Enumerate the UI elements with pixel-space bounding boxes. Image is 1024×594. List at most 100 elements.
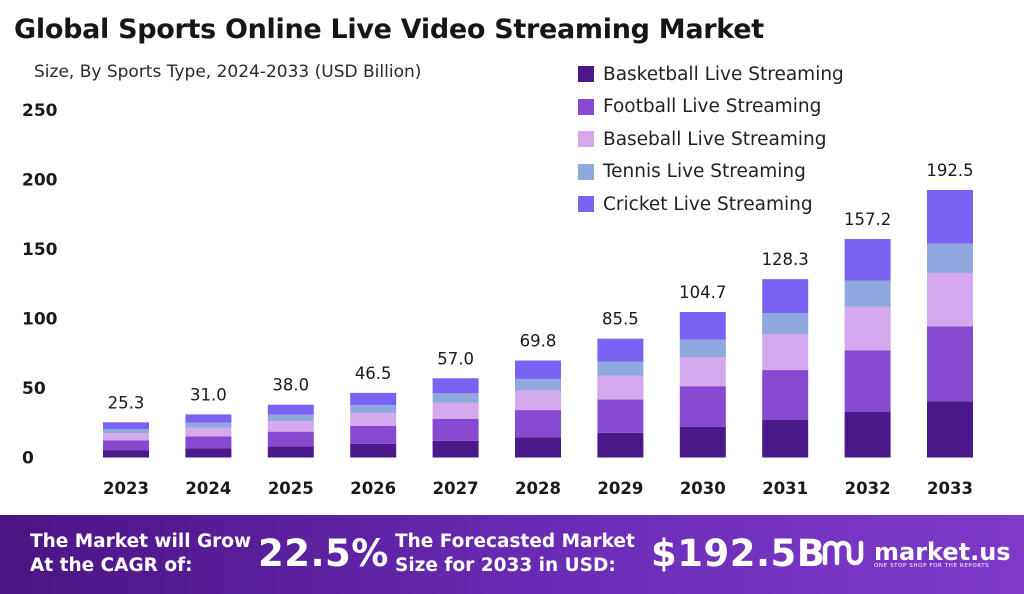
market-us-logo-name: market.us <box>874 538 1011 566</box>
legend-label-football: Football Live Streaming <box>603 96 822 118</box>
chart-subtitle: Size, By Sports Type, 2024-2033 (USD Bil… <box>34 62 422 82</box>
bar-tennis-live-streaming-2027 <box>432 393 479 403</box>
bar-cricket-live-streaming-2023 <box>103 422 149 430</box>
bar-cricket-live-streaming-2024 <box>185 414 232 423</box>
bar-baseball-live-streaming-2024 <box>185 427 232 437</box>
bar-football-live-streaming-2032 <box>844 350 891 412</box>
y-tick-label-250: 250 <box>22 101 58 121</box>
total-label-2032: 157.2 <box>844 210 891 229</box>
x-tick-label-2029: 2029 <box>597 479 643 498</box>
bar-football-live-streaming-2030 <box>679 386 726 427</box>
bar-basketball-live-streaming-2026 <box>350 443 397 458</box>
bar-baseball-live-streaming-2027 <box>432 402 479 419</box>
bar-cricket-live-streaming-2033 <box>927 189 973 244</box>
bar-basketball-live-streaming-2027 <box>432 440 479 458</box>
market-us-logo-tagline: ONE STOP SHOP FOR THE REPORTS <box>874 563 990 569</box>
x-tick-label-2033: 2033 <box>927 479 973 498</box>
bar-basketball-live-streaming-2028 <box>515 437 561 458</box>
bar-basketball-live-streaming-2033 <box>927 401 973 458</box>
legend-swatch-tennis <box>578 163 594 180</box>
y-tick-label-0: 0 <box>22 449 34 469</box>
total-label-2033: 192.5 <box>926 161 973 180</box>
legend-label-cricket: Cricket Live Streaming <box>603 193 813 215</box>
x-tick-label-2032: 2032 <box>845 479 891 498</box>
total-label-2024: 31.0 <box>190 385 227 404</box>
forecast-caption: The Forecasted Market Size for 2033 in U… <box>395 530 635 578</box>
x-tick-label-2031: 2031 <box>762 479 808 498</box>
legend-label-baseball: Baseball Live Streaming <box>603 128 827 150</box>
bar-cricket-live-streaming-2026 <box>350 392 397 406</box>
legend-swatch-baseball <box>578 131 594 148</box>
bar-cricket-live-streaming-2027 <box>432 378 479 394</box>
summary-banner: The Market will Grow At the CAGR of: 22.… <box>0 515 1024 594</box>
y-tick-label-150: 150 <box>22 240 58 260</box>
y-tick-label-50: 50 <box>22 379 46 399</box>
bar-tennis-live-streaming-2028 <box>515 378 561 391</box>
bar-football-live-streaming-2027 <box>432 418 479 441</box>
bar-tennis-live-streaming-2030 <box>679 339 726 358</box>
x-tick-label-2025: 2025 <box>268 479 314 498</box>
bar-basketball-live-streaming-2029 <box>597 432 644 458</box>
legend-item-basketball: Basketball Live Streaming <box>578 58 844 91</box>
bar-football-live-streaming-2026 <box>350 425 397 444</box>
bar-football-live-streaming-2031 <box>762 370 809 420</box>
bar-tennis-live-streaming-2029 <box>597 361 644 376</box>
legend-swatch-cricket <box>578 196 594 213</box>
total-label-2026: 46.5 <box>355 364 392 383</box>
bar-football-live-streaming-2029 <box>597 399 644 433</box>
bar-basketball-live-streaming-2031 <box>762 419 809 458</box>
forecast-caption-line-2: Size for 2033 in USD: <box>395 555 616 576</box>
bar-cricket-live-streaming-2029 <box>597 338 644 362</box>
bar-tennis-live-streaming-2033 <box>927 243 973 273</box>
x-tick-label-2026: 2026 <box>350 479 396 498</box>
bar-baseball-live-streaming-2033 <box>927 272 973 327</box>
bar-football-live-streaming-2033 <box>927 326 973 402</box>
legend-swatch-basketball <box>578 66 594 83</box>
bar-cricket-live-streaming-2028 <box>515 360 561 379</box>
bar-tennis-live-streaming-2026 <box>350 405 397 413</box>
bar-basketball-live-streaming-2030 <box>679 426 726 458</box>
total-label-2028: 69.8 <box>520 331 557 350</box>
bar-baseball-live-streaming-2023 <box>103 433 149 441</box>
legend-label-tennis: Tennis Live Streaming <box>603 161 806 183</box>
x-tick-label-2030: 2030 <box>680 479 726 498</box>
x-tick-label-2027: 2027 <box>433 479 479 498</box>
forecast-value: $192.5B <box>651 532 826 575</box>
x-tick-label-2023: 2023 <box>103 479 149 498</box>
legend-item-baseball: Baseball Live Streaming <box>578 123 844 156</box>
bar-cricket-live-streaming-2031 <box>762 279 809 314</box>
bar-football-live-streaming-2028 <box>515 410 561 438</box>
legend-label-basketball: Basketball Live Streaming <box>603 63 844 85</box>
bar-cricket-live-streaming-2032 <box>844 238 891 281</box>
chart-legend: Basketball Live Streaming Football Live … <box>578 58 844 221</box>
bar-cricket-live-streaming-2030 <box>679 311 726 340</box>
bar-baseball-live-streaming-2032 <box>844 306 891 351</box>
bar-tennis-live-streaming-2023 <box>103 429 149 434</box>
bar-baseball-live-streaming-2028 <box>515 390 561 411</box>
bar-baseball-live-streaming-2026 <box>350 412 397 426</box>
total-label-2029: 85.5 <box>602 310 639 329</box>
total-label-2031: 128.3 <box>762 250 809 269</box>
total-label-2025: 38.0 <box>272 376 309 395</box>
stacked-bar-chart: 0 50 100 150 200 250 25.3 2023 31.0 2024 38.0 2025 4… <box>22 101 974 498</box>
bar-baseball-live-streaming-2029 <box>597 375 644 400</box>
cagr-caption: The Market will Grow At the CAGR of: <box>30 530 251 578</box>
cagr-value: 22.5% <box>258 532 389 575</box>
bar-basketball-live-streaming-2032 <box>844 411 891 458</box>
bar-baseball-live-streaming-2031 <box>762 334 809 371</box>
total-label-2023: 25.3 <box>108 393 145 412</box>
y-tick-label-200: 200 <box>22 171 58 191</box>
bar-tennis-live-streaming-2031 <box>762 313 809 335</box>
forecast-caption-line-1: The Forecasted Market <box>395 531 635 552</box>
legend-item-cricket: Cricket Live Streaming <box>578 188 844 221</box>
market-us-logo: market.us ONE STOP SHOP FOR THE REPORTS <box>822 537 1011 569</box>
bar-tennis-live-streaming-2024 <box>185 422 232 428</box>
bar-baseball-live-streaming-2025 <box>267 421 314 432</box>
bar-cricket-live-streaming-2025 <box>267 404 314 415</box>
bar-football-live-streaming-2025 <box>267 431 314 447</box>
x-tick-label-2028: 2028 <box>515 479 561 498</box>
market-us-logo-icon <box>822 540 864 566</box>
legend-swatch-football <box>578 98 594 115</box>
bar-basketball-live-streaming-2025 <box>267 446 314 458</box>
total-label-2027: 57.0 <box>437 349 474 368</box>
